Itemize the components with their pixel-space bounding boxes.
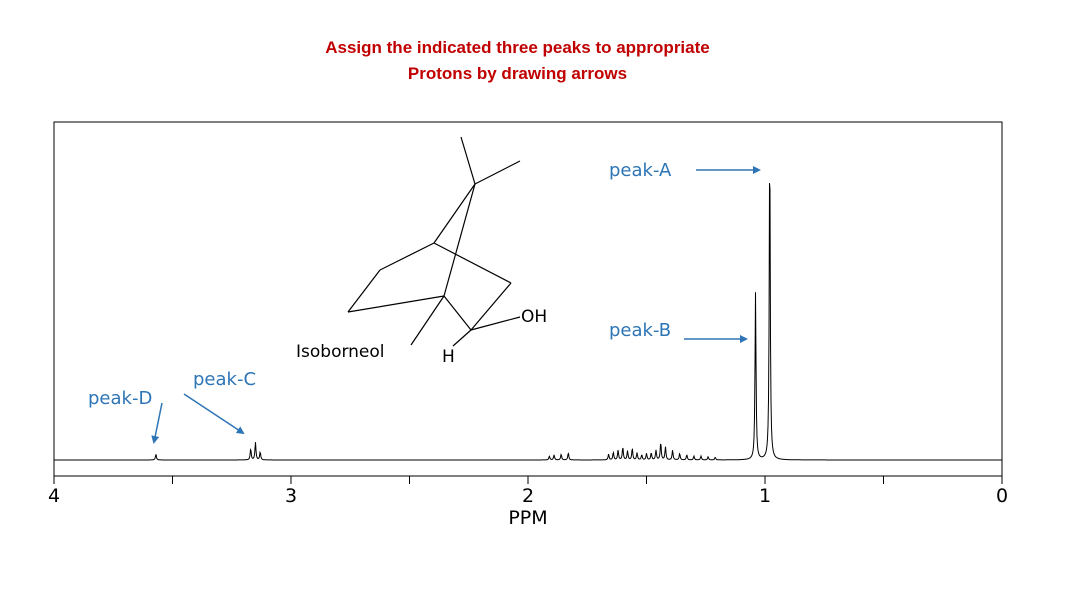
x-axis-title: PPM bbox=[508, 507, 547, 529]
peak-d-arrow bbox=[151, 402, 163, 444]
x-tick-label: 1 bbox=[759, 485, 771, 507]
hydroxyl-label: OH bbox=[521, 307, 547, 327]
peak-d-label: peak-D bbox=[88, 388, 152, 409]
peak-c-label: peak-C bbox=[193, 369, 256, 390]
x-tick-label: 0 bbox=[996, 485, 1008, 507]
spectrum-trace bbox=[54, 183, 1002, 461]
instruction-line-2: Protons by drawing arrows bbox=[407, 64, 628, 83]
molecule-name: Isoborneol bbox=[296, 342, 385, 362]
peak-c-arrow bbox=[183, 393, 245, 435]
x-tick-label: 4 bbox=[48, 485, 60, 507]
peak-b-label: peak-B bbox=[609, 320, 671, 341]
x-tick-label: 2 bbox=[522, 485, 534, 507]
hydrogen-label: H bbox=[442, 347, 455, 367]
x-axis-ticks: 4 3 2 1 0 bbox=[48, 476, 1008, 507]
isoborneol-structure bbox=[347, 136, 521, 347]
x-tick-label: 3 bbox=[285, 485, 297, 507]
plot-frame bbox=[53, 121, 1003, 477]
instruction-line-1: Assign the indicated three peaks to appr… bbox=[325, 38, 710, 57]
peak-a-label: peak-A bbox=[609, 160, 672, 181]
